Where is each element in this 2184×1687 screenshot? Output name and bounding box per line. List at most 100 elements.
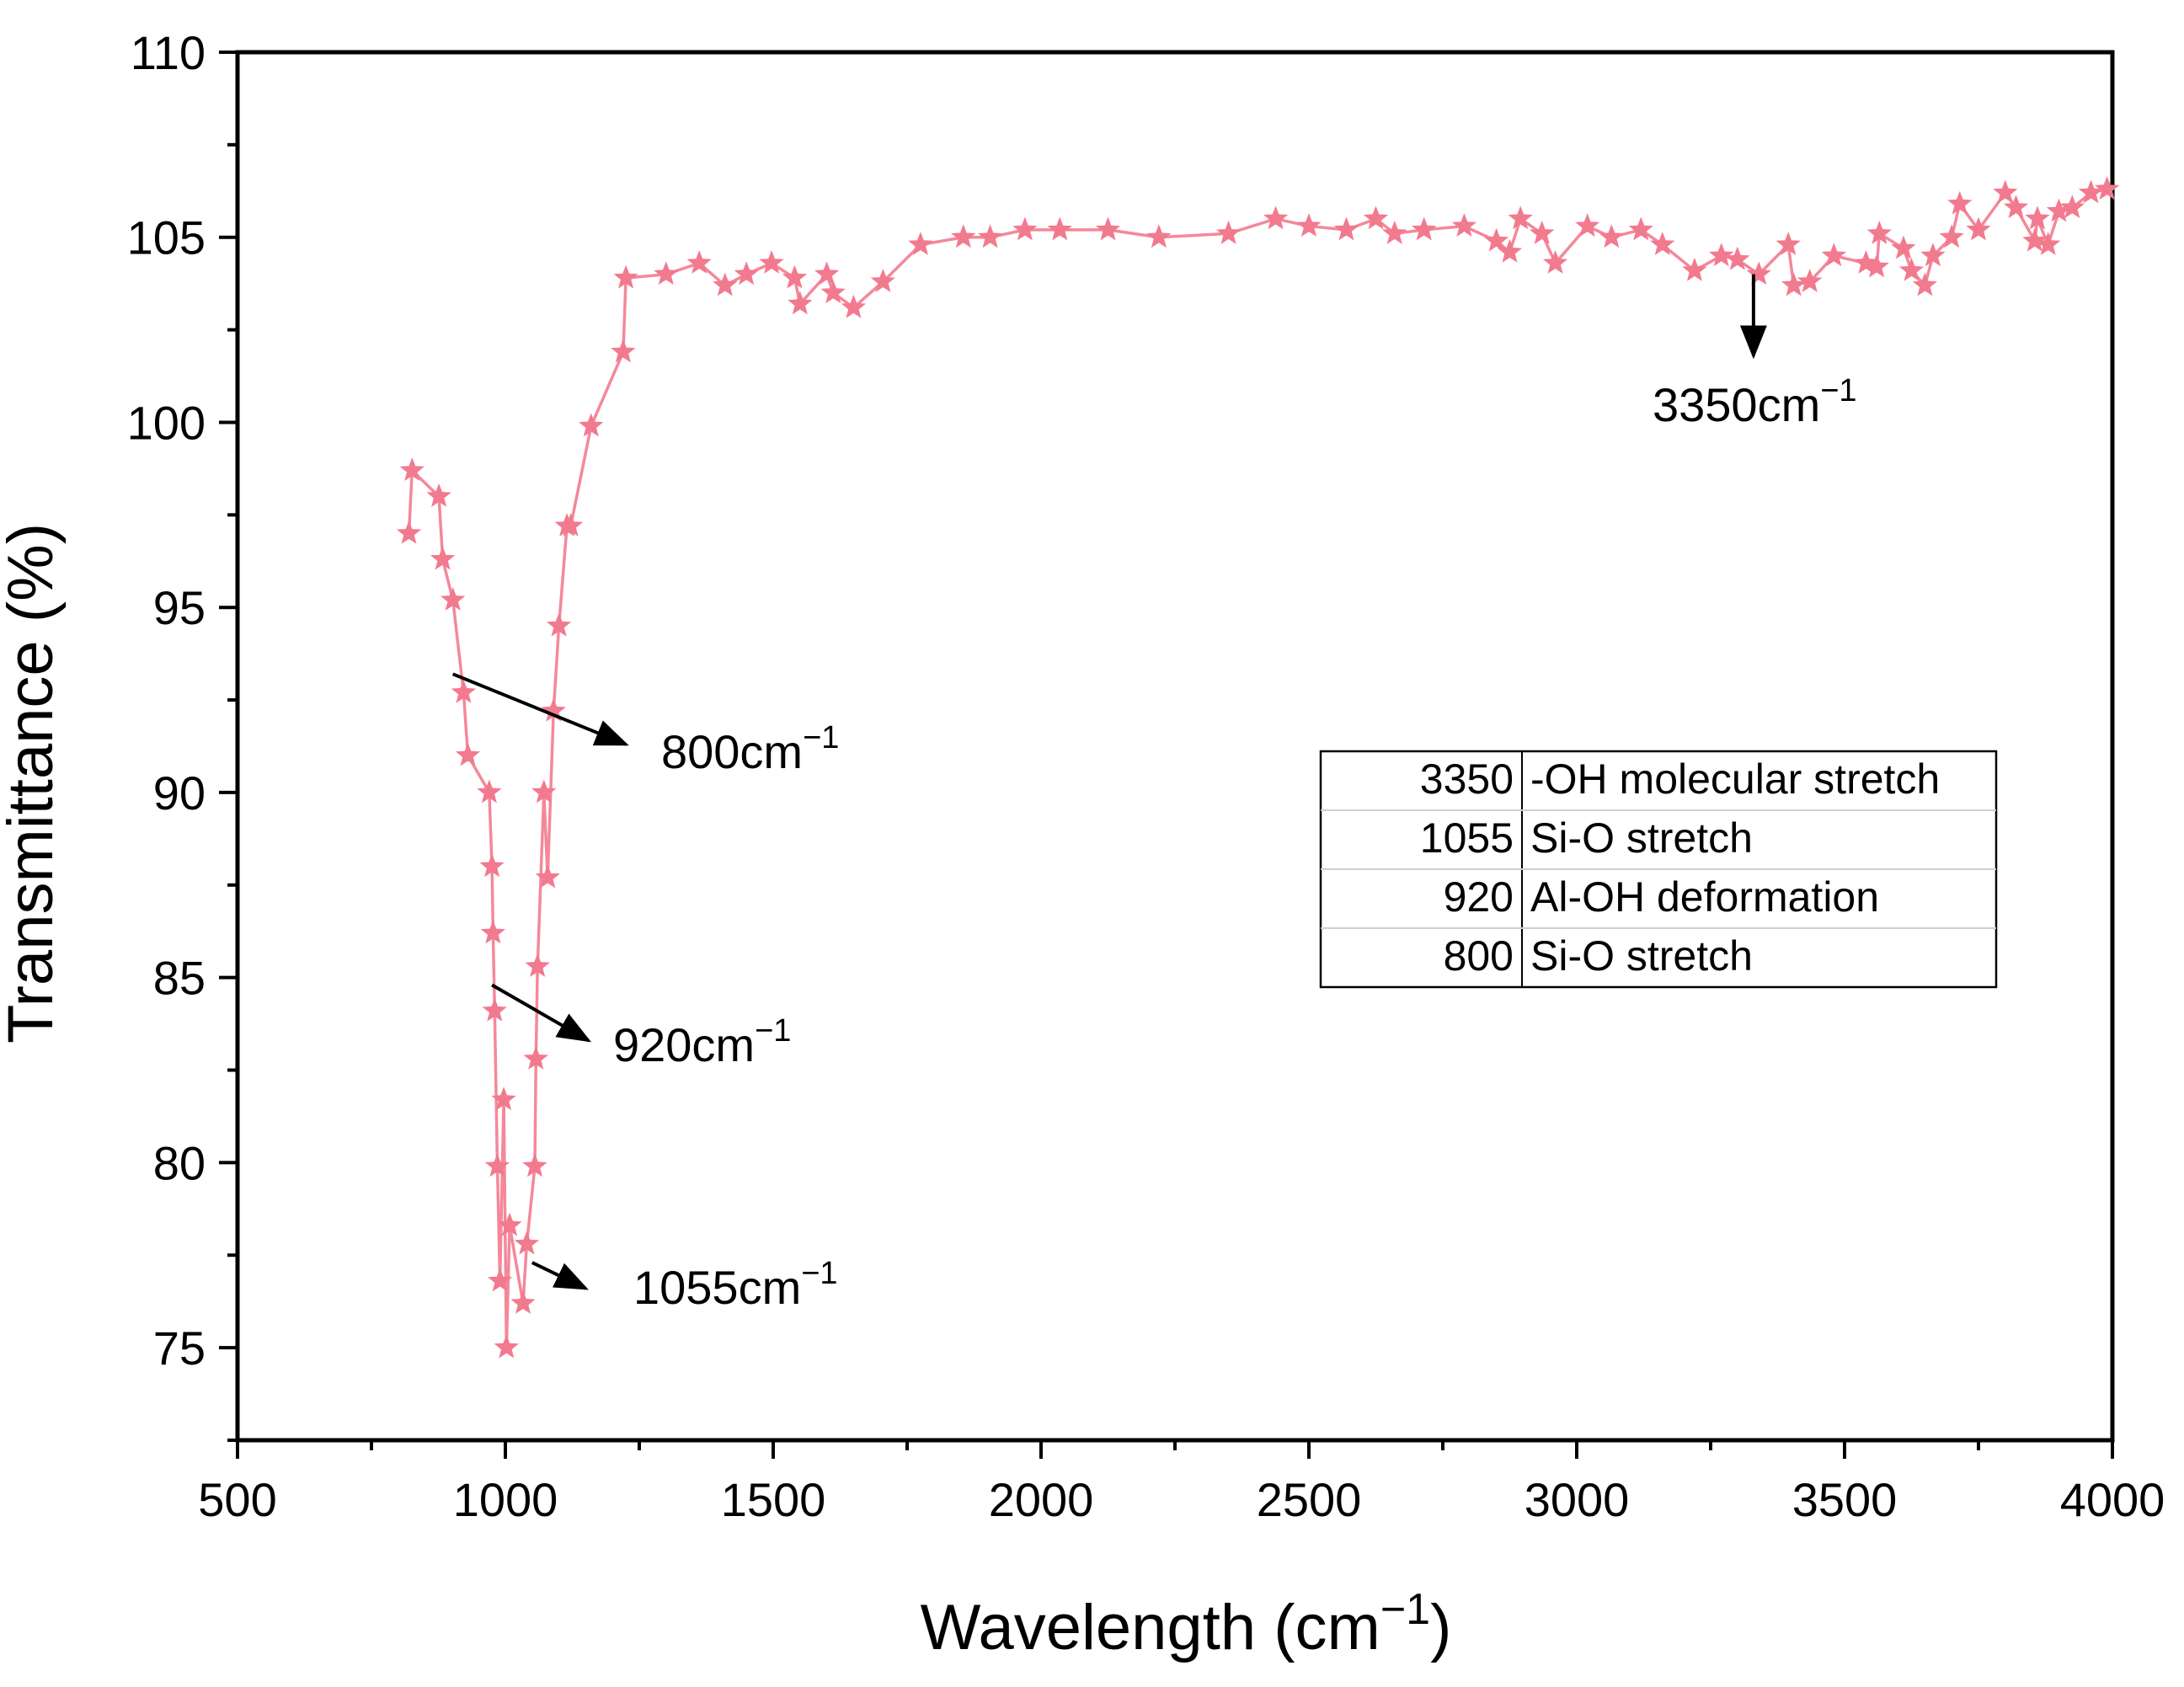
y-tick-label: 95 <box>153 581 206 634</box>
data-point <box>1912 272 1938 296</box>
data-point <box>654 261 679 286</box>
data-point <box>510 1290 536 1314</box>
annotation-label-main: 920cm <box>613 1018 755 1071</box>
data-point <box>734 261 759 286</box>
data-point <box>426 483 451 507</box>
data-point <box>782 264 808 289</box>
x-axis-title-main: Wavelength (cm <box>921 1592 1380 1663</box>
data-point <box>1146 224 1172 248</box>
data-point <box>1599 224 1625 248</box>
data-point <box>1898 257 1925 281</box>
annotation-arrow <box>531 1261 590 1290</box>
data-point <box>2022 227 2048 252</box>
data-point <box>535 864 560 889</box>
x-axis: 500 1000 1500 2000 2500 3000 3500 4000 <box>198 1440 2165 1526</box>
data-point <box>2046 198 2072 222</box>
data-point <box>870 269 896 292</box>
data-point <box>1821 243 1846 267</box>
data-point <box>1650 232 1675 255</box>
data-point <box>788 291 813 315</box>
x-tick-label: 2500 <box>1257 1473 1362 1526</box>
x-tick-label: 1000 <box>453 1473 558 1526</box>
data-point <box>1866 220 1893 244</box>
legend-wavenumber: 800 <box>1444 932 1514 980</box>
annotation-label-sup: −1 <box>755 1013 791 1049</box>
data-point <box>1920 243 1946 267</box>
data-point <box>2025 206 2050 230</box>
legend-assignment: -OH molecular stretch <box>1530 755 1940 803</box>
data-point <box>497 1212 522 1236</box>
annotation-label-sup: −1 <box>1820 373 1856 408</box>
data-point <box>1891 235 1916 259</box>
data-point <box>525 953 550 977</box>
legend-assignment: Si-O stretch <box>1530 932 1753 980</box>
y-axis-title: Transmittance (%) <box>0 523 67 1044</box>
data-point <box>814 261 840 286</box>
data-point <box>1333 216 1359 241</box>
y-tick-label: 80 <box>153 1136 206 1189</box>
y-tick-label: 105 <box>127 211 206 264</box>
data-point <box>1628 216 1653 241</box>
data-point <box>686 250 712 274</box>
legend-assignment: Al-OH deformation <box>1530 873 1879 921</box>
data-point <box>479 853 505 878</box>
y-tick-label: 100 <box>127 396 206 449</box>
x-axis-title: Wavelength (cm−1) <box>921 1585 1452 1663</box>
x-axis-title-sup: −1 <box>1380 1585 1430 1634</box>
data-point <box>522 1153 547 1177</box>
legend-wavenumber: 920 <box>1444 873 1514 921</box>
data-point <box>494 1334 519 1359</box>
data-point <box>611 339 636 363</box>
x-axis-title-close: ) <box>1430 1592 1451 1663</box>
annotation-label-main: 3350cm <box>1653 378 1820 431</box>
legend-table: 3350 -OH molecular stretch 1055 Si-O stretc… <box>1319 750 1998 989</box>
data-point <box>396 520 422 544</box>
legend-assignment: Si-O stretch <box>1530 814 1753 862</box>
data-point <box>1412 216 1437 241</box>
annotation-label-sup: −1 <box>803 720 839 755</box>
y-tick-label: 110 <box>131 26 206 79</box>
data-point <box>1363 206 1389 230</box>
legend-wavenumber: 1055 <box>1420 814 1514 862</box>
data-point <box>546 612 572 637</box>
data-point <box>713 272 738 296</box>
data-point <box>2094 176 2120 200</box>
data-point <box>759 250 784 274</box>
data-point <box>1382 220 1407 244</box>
y-tick-label: 85 <box>153 952 206 1005</box>
annotation-label: 920cm−1 <box>613 1013 791 1071</box>
annotation-label-main: 800cm <box>661 725 803 778</box>
data-point <box>514 1231 540 1255</box>
x-tick-label: 1500 <box>721 1473 826 1526</box>
annotation-label-sup: −1 <box>801 1256 837 1291</box>
data-point <box>1012 216 1038 241</box>
data-point <box>531 779 557 803</box>
data-point <box>2078 179 2104 204</box>
data-point <box>1776 232 1801 255</box>
data-point <box>1497 238 1523 263</box>
data-point <box>484 1153 510 1177</box>
data-point <box>1864 254 1889 278</box>
x-tick-label: 3000 <box>1525 1473 1630 1526</box>
annotation-arrow <box>451 672 629 746</box>
annotation-arrow <box>491 983 592 1043</box>
data-point <box>579 413 604 437</box>
series-ftir <box>396 176 2120 1359</box>
data-point <box>1939 224 1964 248</box>
data-point <box>523 1045 548 1070</box>
data-point <box>1797 269 1823 292</box>
data-point <box>1215 220 1242 244</box>
legend-wavenumber: 3350 <box>1420 755 1514 803</box>
y-tick-label: 75 <box>153 1321 206 1375</box>
data-point <box>1529 220 1555 244</box>
data-point <box>1542 250 1568 274</box>
data-point <box>820 280 846 304</box>
data-point <box>1746 261 1771 286</box>
data-point <box>558 513 584 537</box>
data-point <box>1575 213 1600 238</box>
data-point <box>613 264 638 289</box>
data-point <box>1095 216 1121 241</box>
data-point <box>1725 246 1750 270</box>
